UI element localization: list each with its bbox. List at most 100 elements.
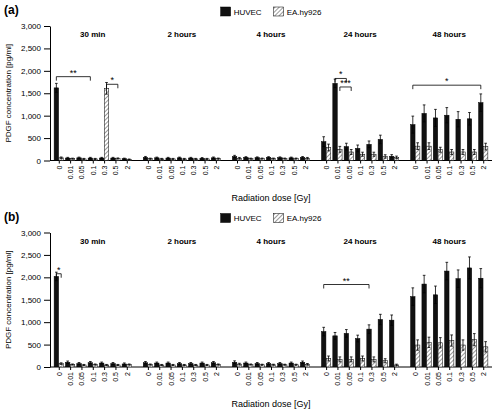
x-tick-label: 0.3	[458, 372, 465, 382]
x-tick-label: 0.05	[168, 165, 175, 179]
error-bar	[149, 364, 152, 365]
x-tick-mark	[93, 367, 94, 370]
bar	[200, 363, 204, 367]
x-tick-label: 0.01	[424, 165, 431, 179]
error-bar	[71, 158, 74, 159]
y-tick-label: 500	[28, 134, 42, 143]
x-tick-label: 2	[124, 372, 131, 376]
y-tick-mark	[44, 71, 50, 72]
y-tick-mark	[44, 138, 50, 139]
x-tick-label: 0.05	[435, 372, 442, 386]
bar	[159, 159, 163, 161]
x-tick: 0	[56, 367, 63, 376]
error-bar	[183, 364, 186, 365]
y-tick-label: 2,500	[21, 44, 42, 53]
error-bar	[373, 357, 376, 362]
legend-swatch	[274, 214, 284, 223]
x-tick: 0.05	[168, 367, 175, 386]
y-tick: 1,000	[21, 318, 50, 327]
y-tick: 0	[37, 157, 50, 166]
error-bar	[290, 157, 293, 158]
x-tick: 0	[145, 367, 152, 376]
x-tick-mark	[171, 367, 172, 370]
group-label: 4 hours	[257, 30, 286, 39]
x-tick: 0.5	[469, 161, 476, 176]
x-axis: 00.010.050.10.30.5200.010.050.10.30.5200…	[50, 367, 492, 386]
bar	[260, 159, 264, 161]
legend: HUVECEA.hy926	[221, 7, 322, 17]
bar	[321, 332, 325, 367]
error-bar	[479, 269, 482, 288]
error-bar	[457, 112, 460, 127]
x-tick: 2	[213, 161, 220, 170]
error-bar	[368, 325, 371, 334]
error-bar	[350, 150, 353, 155]
x-tick-label: 0.01	[424, 372, 431, 386]
error-bar	[89, 157, 92, 158]
bar	[260, 365, 264, 367]
group-label: 4 hours	[257, 237, 286, 246]
bar	[394, 365, 398, 367]
x-tick: 2	[213, 367, 220, 376]
error-bar	[322, 327, 325, 336]
bar	[216, 159, 220, 161]
bar	[344, 333, 348, 367]
x-tick: 0.05	[78, 367, 85, 386]
error-bar	[128, 364, 131, 365]
error-bar	[434, 109, 437, 126]
y-tick-label: 1,000	[21, 318, 42, 327]
x-tick: 0.1	[90, 367, 97, 382]
x-tick-mark	[115, 367, 116, 370]
bar	[182, 159, 186, 161]
y-tick-label: 0	[37, 363, 42, 372]
bar	[166, 363, 170, 367]
error-bar	[473, 150, 476, 155]
error-bar	[411, 116, 414, 133]
bar	[200, 158, 204, 160]
error-bar	[245, 157, 248, 158]
error-bar	[66, 157, 69, 158]
error-bar	[267, 157, 270, 158]
x-tick-mark	[360, 161, 361, 164]
x-tick: 2	[480, 161, 487, 170]
x-tick-mark	[260, 161, 261, 164]
bar	[244, 157, 248, 160]
bar	[289, 363, 293, 367]
bar	[148, 365, 152, 367]
error-bar	[428, 143, 431, 150]
x-tick: 2	[391, 367, 398, 376]
x-tick-mark	[282, 161, 283, 164]
x-tick-mark	[326, 367, 327, 370]
x-tick-label: 0.01	[245, 372, 252, 386]
error-bar	[272, 158, 275, 159]
y-tick-mark	[44, 48, 50, 49]
x-tick: 2	[302, 367, 309, 376]
y-tick: 2,000	[21, 67, 50, 76]
bar	[283, 159, 287, 161]
y-axis-title: PDGF concentration [pg/ml]	[4, 44, 13, 143]
x-tick-label: 0.1	[357, 372, 364, 382]
title: (b)	[4, 210, 19, 224]
y-tick: 3,000	[21, 229, 50, 238]
error-bar	[450, 335, 453, 346]
bar	[166, 158, 170, 160]
x-tick-mark	[59, 367, 60, 370]
x-tick-mark	[383, 367, 384, 370]
error-bar	[123, 363, 126, 365]
error-bar	[71, 364, 74, 365]
error-bar	[117, 158, 120, 159]
x-tick-mark	[415, 367, 416, 370]
y-axis: 05001,0001,5002,0002,5003,000	[21, 229, 51, 373]
x-axis-title: Radiation dose [Gy]	[231, 399, 310, 409]
bar	[70, 365, 74, 367]
x-tick-mark	[248, 367, 249, 370]
x-tick: 0.1	[446, 161, 453, 176]
x-tick-label: 0.01	[67, 165, 74, 179]
x-tick-label: 0.05	[346, 165, 353, 179]
bar	[122, 159, 126, 161]
x-tick: 0.01	[334, 161, 341, 180]
x-tick-mark	[171, 161, 172, 164]
bar	[378, 319, 382, 367]
bar	[271, 159, 275, 161]
x-tick-label: 0	[323, 165, 330, 169]
